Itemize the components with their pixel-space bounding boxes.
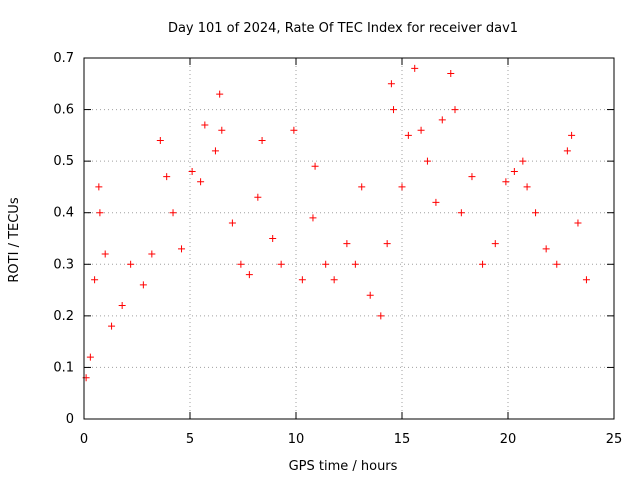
data-point	[523, 183, 531, 191]
data-point	[417, 126, 425, 134]
data-point	[510, 167, 518, 175]
data-point	[387, 80, 395, 88]
data-point	[218, 126, 226, 134]
chart-title: Day 101 of 2024, Rate Of TEC Index for r…	[168, 21, 518, 36]
data-point	[101, 250, 109, 258]
x-tick-label: 15	[394, 432, 411, 447]
data-point	[390, 106, 398, 114]
data-point	[309, 214, 317, 222]
y-tick-label: 0.7	[53, 51, 74, 66]
plot-frame	[83, 57, 615, 420]
data-point	[383, 240, 391, 248]
data-point	[532, 209, 540, 217]
data-point	[258, 137, 266, 145]
data-points	[82, 64, 590, 382]
y-tick-label: 0.6	[53, 103, 74, 118]
data-point	[245, 271, 253, 279]
y-tick-label: 0.5	[53, 154, 74, 169]
data-point	[574, 219, 582, 227]
data-point	[343, 240, 351, 248]
data-point	[237, 260, 245, 268]
data-point	[108, 322, 116, 330]
data-point	[582, 276, 590, 284]
data-point	[197, 178, 205, 186]
data-point	[553, 260, 561, 268]
data-point	[542, 245, 550, 253]
data-point	[411, 64, 419, 72]
data-point	[491, 240, 499, 248]
data-point	[451, 106, 459, 114]
data-point	[322, 260, 330, 268]
grid-layer	[84, 58, 614, 419]
data-point	[358, 183, 366, 191]
data-point	[156, 137, 164, 145]
data-point	[139, 281, 147, 289]
data-point	[95, 183, 103, 191]
tick-layer: 0 5 10 15 20 25 0 0.1 0.2 0.3 0.4 0.5 0.6 0.7	[53, 51, 622, 447]
data-point	[91, 276, 99, 284]
data-point	[290, 126, 298, 134]
data-point	[201, 121, 209, 129]
x-axis-title: GPS time / hours	[289, 459, 398, 474]
data-point	[351, 260, 359, 268]
data-point	[366, 291, 374, 299]
data-point	[178, 245, 186, 253]
data-point	[330, 276, 338, 284]
y-axis-title: ROTI / TECUs	[7, 197, 22, 282]
data-point	[423, 157, 431, 165]
y-tick-label: 0.2	[53, 309, 74, 324]
data-point	[86, 353, 94, 361]
data-point	[502, 178, 510, 186]
data-point	[519, 157, 527, 165]
y-tick-label: 0.3	[53, 257, 74, 272]
y-tick-label: 0.1	[53, 360, 74, 375]
y-tick-label: 0.4	[53, 206, 74, 221]
x-tick-label: 5	[186, 432, 194, 447]
data-point	[211, 147, 219, 155]
y-tick-label: 0	[66, 412, 74, 427]
data-point	[163, 173, 171, 181]
data-point	[228, 219, 236, 227]
data-point	[169, 209, 177, 217]
data-point	[188, 167, 196, 175]
data-point	[96, 209, 104, 217]
data-point	[438, 116, 446, 124]
data-point	[311, 162, 319, 170]
data-point	[377, 312, 385, 320]
x-tick-label: 0	[80, 432, 88, 447]
data-point	[269, 235, 277, 242]
data-point	[277, 260, 285, 268]
data-point	[447, 69, 455, 77]
data-point	[398, 183, 406, 191]
x-tick-label: 25	[606, 432, 623, 447]
data-point	[563, 147, 571, 155]
x-tick-label: 10	[288, 432, 305, 447]
data-point	[118, 302, 126, 310]
data-point	[298, 276, 306, 284]
data-point	[479, 260, 487, 268]
data-point	[127, 260, 135, 268]
data-point	[432, 198, 440, 206]
data-point	[457, 209, 465, 217]
data-point	[468, 173, 476, 181]
data-point	[404, 131, 412, 139]
data-point	[254, 193, 262, 201]
data-point	[568, 131, 576, 139]
data-point	[148, 250, 156, 258]
data-point	[216, 90, 224, 98]
x-tick-label: 20	[500, 432, 517, 447]
